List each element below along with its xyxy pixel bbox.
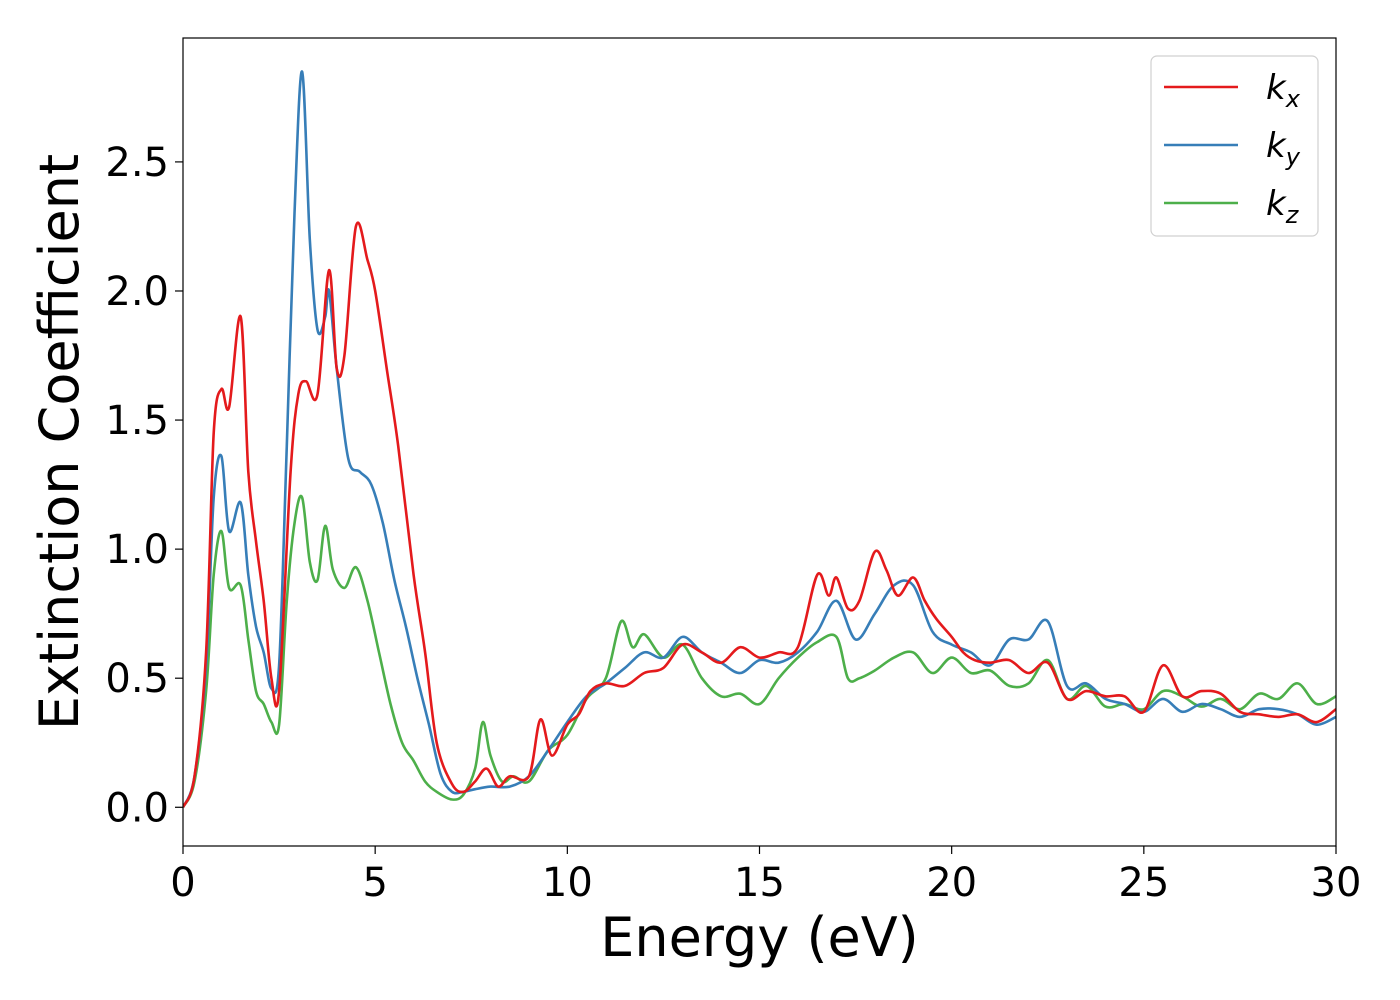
y-axis-ticks: 0.0 0.5 1.0 1.5 2.0 2.5: [105, 140, 183, 831]
legend-label-kz: kz: [1266, 184, 1300, 229]
y-tick-label: 2.5: [105, 140, 169, 186]
y-tick-label: 1.5: [105, 398, 169, 444]
y-tick-label: 2.0: [105, 269, 169, 315]
x-tick-label: 20: [926, 860, 977, 906]
series-line-kx: [183, 221, 1336, 808]
x-axis-title: Energy (eV): [600, 906, 919, 969]
legend: kx ky kz: [1150, 55, 1319, 237]
x-tick-label: 15: [734, 860, 785, 906]
y-tick-label: 1.0: [105, 527, 169, 573]
legend-label-ky: ky: [1266, 126, 1301, 171]
y-tick-label: 0.0: [105, 785, 169, 831]
legend-label-kx: kx: [1266, 68, 1301, 113]
series-layer: [183, 70, 1336, 808]
y-tick-label: 0.5: [105, 656, 169, 702]
series-line-kz: [183, 494, 1336, 808]
x-tick-label: 25: [1118, 860, 1169, 906]
x-tick-label: 0: [170, 860, 195, 906]
y-axis-title: Extinction Coefficient: [28, 154, 91, 730]
x-tick-label: 5: [362, 860, 387, 906]
series-line-ky: [183, 70, 1336, 808]
x-tick-label: 10: [542, 860, 593, 906]
x-tick-label: 30: [1311, 860, 1362, 906]
x-axis-ticks: 0 5 10 15 20 25 30: [170, 846, 1361, 906]
